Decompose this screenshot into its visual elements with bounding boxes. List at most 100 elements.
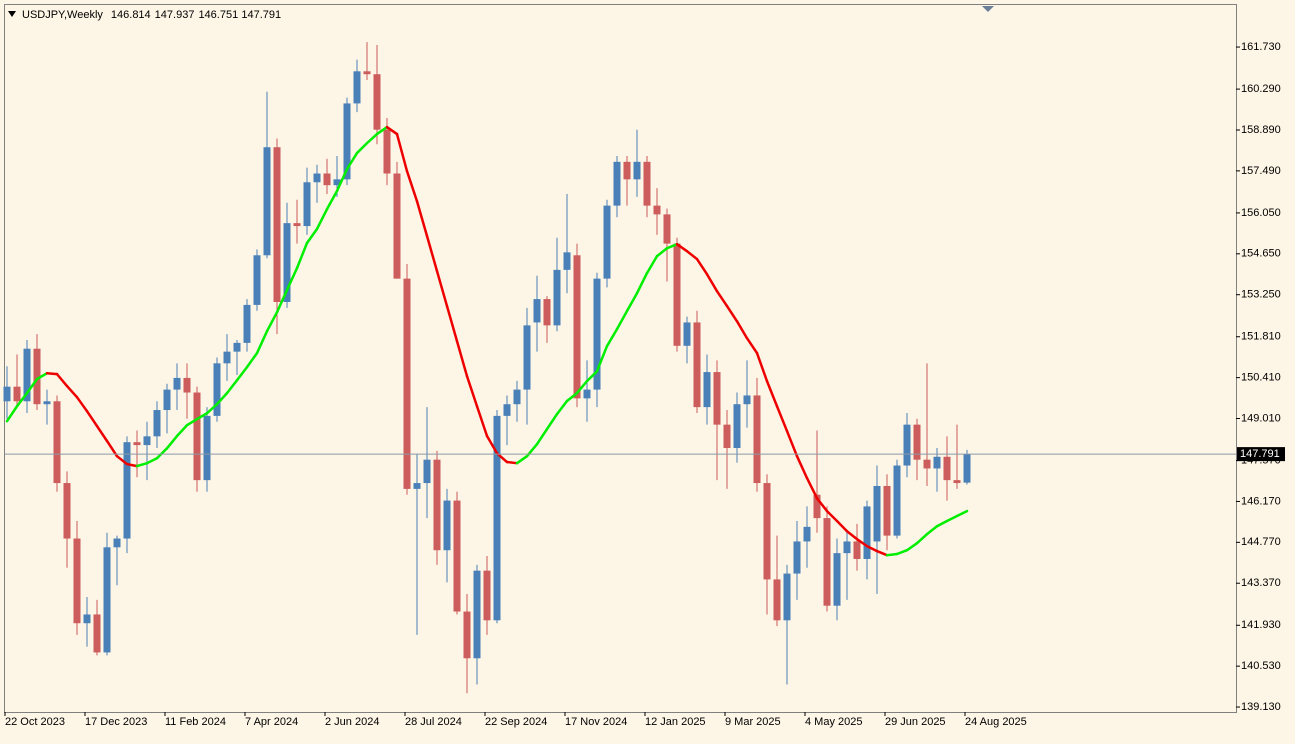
y-tick-label: 141.930: [1241, 619, 1281, 631]
ma-segment: [595, 344, 609, 373]
x-tick-label: 7 Apr 2024: [245, 716, 298, 728]
ma-segment: [495, 452, 509, 464]
header: USDJPY,Weekly 146.814 147.937 146.751 147.79…: [22, 9, 281, 21]
candle-body: [373, 74, 381, 130]
price-label-box: [1237, 447, 1285, 462]
ma-segment: [505, 460, 519, 465]
candle-body: [703, 372, 711, 408]
ma-segment: [695, 257, 709, 276]
candle-body: [13, 386, 21, 402]
ma-segment: [455, 339, 469, 378]
ma-segment: [345, 151, 359, 171]
ma-segment: [925, 525, 939, 536]
candle-body: [23, 348, 31, 402]
candle-body: [423, 459, 431, 484]
x-tick-label: 28 Jul 2024: [405, 716, 462, 728]
candle-body: [303, 182, 311, 227]
ma-segment: [145, 456, 159, 465]
x-tick-label: 22 Sep 2024: [485, 716, 547, 728]
y-tick-label: 157.490: [1241, 165, 1281, 177]
y-tick-label: 161.730: [1241, 41, 1281, 53]
ma-segment: [285, 266, 299, 292]
candle-body: [563, 252, 571, 270]
ma-segment: [765, 379, 779, 408]
plot-frame: [4, 4, 1237, 713]
ma-segment: [705, 272, 719, 293]
candle-body: [43, 401, 51, 405]
x-tick-label: 17 Nov 2024: [565, 716, 627, 728]
candle-body: [273, 147, 281, 302]
ma-segment: [845, 529, 859, 541]
candle-body: [513, 389, 521, 405]
ma-segment: [945, 514, 959, 523]
ma-segment: [325, 189, 339, 211]
candle-body: [473, 570, 481, 659]
y-tick-label: 139.130: [1241, 701, 1281, 713]
x-tick-label: 22 Oct 2023: [5, 716, 65, 728]
candle-body: [143, 436, 151, 446]
ma-segment: [655, 247, 669, 258]
ohlc-low: 146.751: [198, 9, 238, 21]
candle-body: [483, 570, 491, 621]
ma-segment: [795, 454, 809, 480]
ma-segment: [515, 454, 529, 465]
candle-body: [433, 459, 441, 551]
candle-body: [503, 404, 511, 416]
candle-body: [493, 415, 501, 621]
x-tick-label: 2 Jun 2024: [325, 716, 379, 728]
ma-segment: [265, 310, 279, 333]
candle-body: [543, 299, 551, 326]
candle-body: [803, 526, 811, 542]
y-tick-label: 160.290: [1241, 83, 1281, 95]
candle-body: [63, 483, 71, 539]
candle-body: [663, 214, 671, 244]
shift-marker[interactable]: [982, 6, 994, 12]
candle-body: [213, 363, 221, 416]
ma-segment: [875, 549, 889, 557]
candle-body: [313, 173, 321, 183]
candle-body: [953, 480, 961, 484]
ma-segment: [185, 417, 199, 427]
candle-body: [73, 538, 81, 624]
ma-segment: [605, 327, 619, 348]
ma-segment: [315, 207, 329, 231]
ma-segment: [545, 412, 559, 431]
y-tick-label: 150.410: [1241, 372, 1281, 384]
ma-segment: [115, 454, 129, 466]
candle-body: [413, 483, 421, 489]
ma-segment: [35, 371, 49, 381]
y-tick-label: 153.250: [1241, 289, 1281, 301]
ma-segment: [615, 309, 629, 331]
ma-segment: [235, 365, 249, 382]
ma-segment: [575, 379, 589, 395]
candle-body: [383, 129, 391, 174]
ma-segment: [465, 374, 479, 408]
candle-body: [873, 485, 881, 542]
candle-body: [33, 348, 41, 405]
ma-segment: [735, 320, 749, 340]
collapse-icon[interactable]: [8, 11, 16, 17]
ma-segment: [385, 125, 399, 136]
ma-segment: [935, 519, 949, 528]
ma-segment: [645, 254, 659, 275]
ma-segment: [835, 519, 849, 533]
ohlc-open: 146.814: [111, 9, 151, 21]
candle-body: [933, 456, 941, 469]
candle-body: [783, 573, 791, 621]
candle-body: [183, 377, 191, 393]
ma-segment: [895, 548, 909, 556]
candle-body: [853, 541, 861, 559]
ma-segment: [825, 509, 839, 523]
ma-segment: [745, 336, 759, 355]
ma-segment: [415, 199, 429, 238]
candle-body: [163, 389, 171, 411]
ma-segment: [885, 552, 899, 557]
ma-segment: [225, 379, 239, 395]
ma-segment: [295, 241, 309, 270]
ma-segment: [865, 544, 879, 553]
candle-body: [733, 404, 741, 449]
ma-segment: [405, 169, 419, 203]
ma-segment: [955, 509, 969, 518]
ma-segment: [635, 271, 649, 295]
